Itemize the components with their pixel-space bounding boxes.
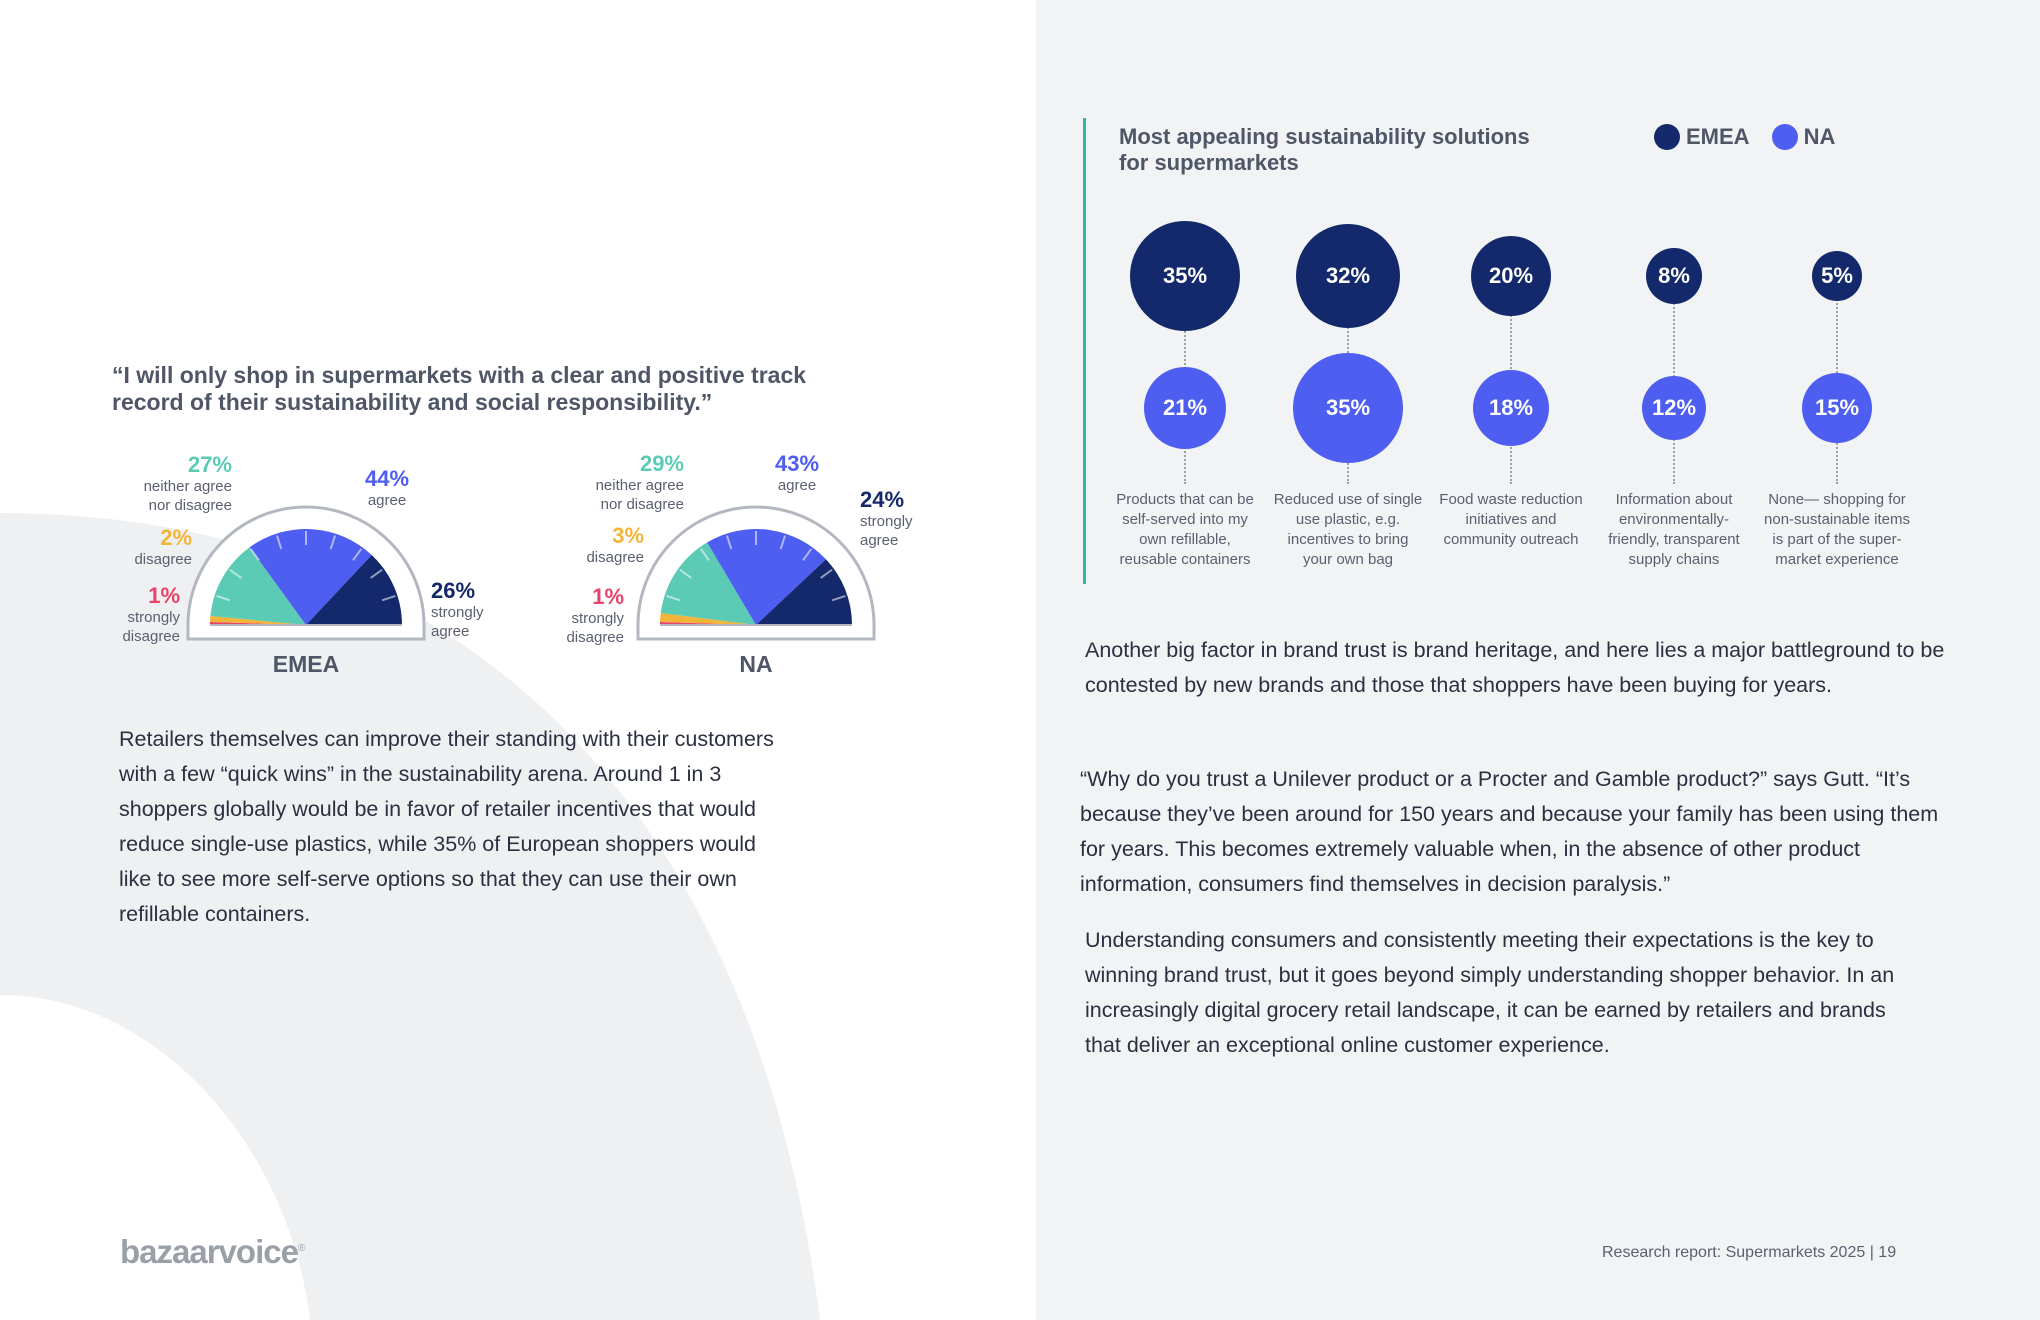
legend-item-emea: EMEA xyxy=(1654,124,1750,150)
label-strongly-disagree: 1% strongly disagree xyxy=(122,583,180,646)
bubble-emea: 35% xyxy=(1130,221,1240,331)
bubble-emea: 8% xyxy=(1646,248,1702,304)
page-footer: Research report: Supermarkets 2025 | 19 xyxy=(1602,1244,1897,1261)
gauge-title-na: NA xyxy=(739,651,773,677)
gauge-segment-disagree xyxy=(660,612,756,625)
gauge-tick xyxy=(779,535,786,550)
bubble-na: 21% xyxy=(1144,367,1226,449)
gauge-segment-strongly-agree xyxy=(756,559,852,625)
label-agree: 43% agree xyxy=(774,451,820,495)
legend-dot-na xyxy=(1771,124,1798,150)
gauge-tick xyxy=(666,595,681,602)
right-page-panel xyxy=(1036,0,2040,1320)
gauge-tick xyxy=(370,568,383,579)
gauge-chart-na xyxy=(636,505,876,641)
bubble-emea: 5% xyxy=(1812,251,1862,301)
gauge-segment-agree xyxy=(707,529,826,625)
gauge-tick xyxy=(352,548,363,561)
bubble-emea: 20% xyxy=(1471,236,1551,316)
category-label: None— shopping for non-sustainable items… xyxy=(1764,491,1910,568)
gauge-tick xyxy=(381,595,396,602)
quote-heading: “I will only shop in supermarkets with a… xyxy=(112,362,807,415)
legend-dot-emea xyxy=(1654,124,1680,150)
label-disagree: 2% disagree xyxy=(134,525,192,569)
right-paragraph-1: Another big factor in brand trust is bra… xyxy=(1085,638,1945,697)
bubble-na: 35% xyxy=(1293,353,1403,463)
label-neither: 27% neither agree nor disagree xyxy=(143,452,232,515)
category-label: Reduced use of single use plastic, e.g. … xyxy=(1273,491,1423,568)
category-label: Food waste reduction initiatives and com… xyxy=(1439,491,1583,548)
bubble-na: 12% xyxy=(1642,376,1706,440)
gauge-tick xyxy=(679,568,692,579)
category-label: Information about environmentally-friend… xyxy=(1608,491,1740,568)
gauge-segment-neither-agree-nor-disagree xyxy=(660,542,756,625)
left-body-paragraph: Retailers themselves can improve their s… xyxy=(119,727,774,926)
gauge-tick xyxy=(820,568,833,579)
right-paragraph-2: “Why do you trust a Unilever product or … xyxy=(1080,767,1939,896)
gauge-tick xyxy=(699,548,710,561)
gauge-segment-agree xyxy=(249,529,372,625)
label-strongly-agree: 24% strongly agree xyxy=(860,487,913,550)
gauge-tick xyxy=(831,595,846,602)
gauge-title-emea: EMEA xyxy=(272,651,340,677)
label-neither: 29% neither agree nor disagree xyxy=(595,451,684,514)
label-strongly-disagree: 1% strongly disagree xyxy=(566,584,624,647)
gauge-tick xyxy=(329,535,336,550)
gauge-tick xyxy=(276,535,283,550)
gauge-segment-neither-agree-nor-disagree xyxy=(210,547,306,625)
legend-item-na: NA xyxy=(1771,124,1836,150)
gauge-segment-disagree xyxy=(210,615,306,625)
gauge-tick xyxy=(726,535,733,550)
gauge-tick xyxy=(249,548,260,561)
chart-legend: EMEA NA xyxy=(1654,124,1857,150)
label-disagree: 3% disagree xyxy=(586,523,644,567)
legend-label-emea: EMEA xyxy=(1686,124,1750,149)
category-label: Products that can be self-served into my… xyxy=(1116,491,1254,568)
gauge-tick xyxy=(216,595,231,602)
gauge-chart-emea xyxy=(186,505,426,641)
sustainability-bubble-chart: Most appealing sustainability solutions … xyxy=(1083,118,1946,584)
label-strongly-agree: 26% strongly agree xyxy=(431,578,484,641)
right-paragraph-3: Understanding consumers and consistently… xyxy=(1085,928,1895,1057)
background-arc-shape xyxy=(0,513,820,1320)
chart-title: Most appealing sustainability solutions … xyxy=(1119,124,1530,175)
label-agree: 44% agree xyxy=(364,466,410,510)
bazaarvoice-logo: bazaarvoice® xyxy=(120,1233,305,1270)
bubble-na: 18% xyxy=(1473,370,1549,446)
gauge-tick xyxy=(229,568,242,579)
bubble-emea: 32% xyxy=(1296,224,1400,328)
legend-label-na: NA xyxy=(1803,124,1836,149)
gauge-tick xyxy=(802,548,813,561)
bubble-na: 15% xyxy=(1802,373,1872,443)
